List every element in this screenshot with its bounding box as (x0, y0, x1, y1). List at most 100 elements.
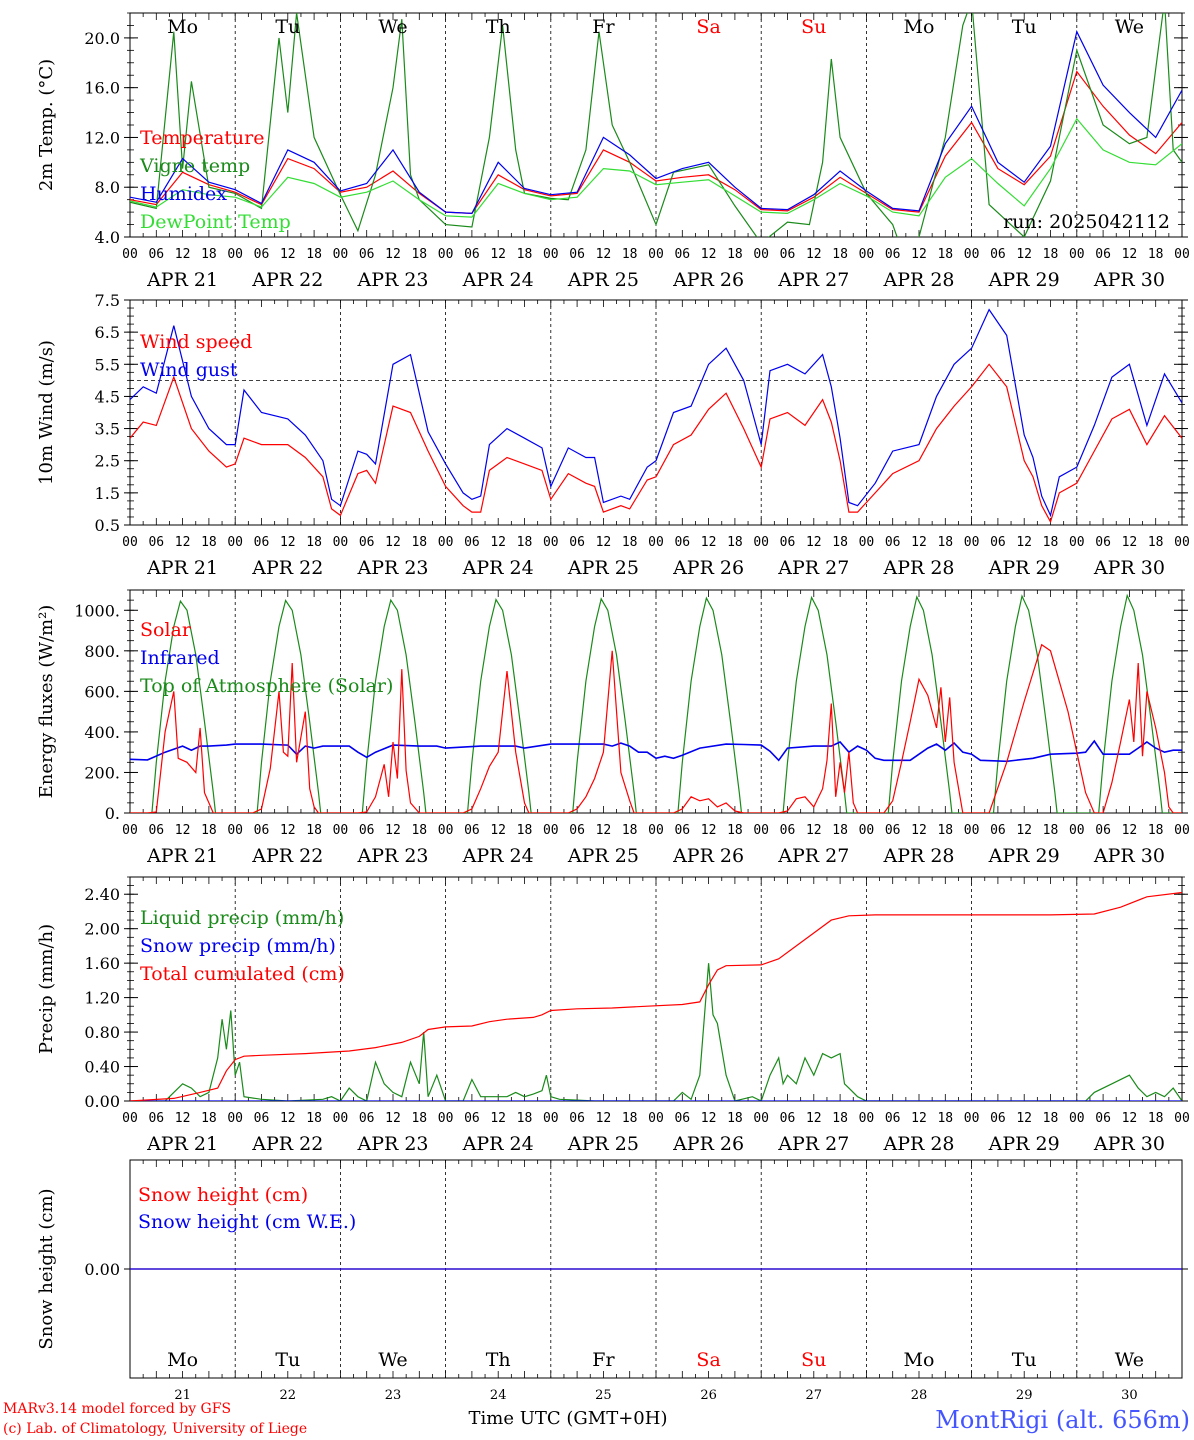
hour-tick-label: 12 (806, 1111, 822, 1126)
hour-tick-label: 06 (1095, 823, 1111, 838)
hour-tick-label: 00 (1069, 823, 1085, 838)
hour-tick-label: 06 (780, 247, 796, 262)
y-tick-label: 0.00 (84, 1260, 120, 1279)
hour-tick-label: 00 (333, 535, 349, 550)
meteogram-panels: 4.0 8.0 12.0 16.0 20.0 2m Temp. (°C) Temperatu… (36, 12, 1190, 1403)
hour-tick-label: 06 (990, 823, 1006, 838)
weekday-label-bottom: Su (801, 1349, 826, 1371)
hour-tick-label: 06 (990, 535, 1006, 550)
date-label: APR 21 (146, 269, 218, 291)
hour-tick-label: 12 (175, 823, 191, 838)
panel-4: 0.00 0.40 0.80 1.20 1.60 2.00 2.40 Precip (mm/h… (36, 876, 1190, 1155)
y-axis-title: 10m Wind (m/s) (36, 340, 57, 485)
hour-tick-label: 12 (701, 247, 717, 262)
date-label: APR 30 (1093, 269, 1165, 291)
hour-tick-label: 00 (1069, 535, 1085, 550)
y-axis-title: 2m Temp. (°C) (36, 59, 57, 191)
hour-tick-label: 00 (753, 823, 769, 838)
legend-entry: Infrared (140, 647, 220, 669)
legend-entry: Humidex (140, 183, 227, 205)
y-tick-label: 16.0 (84, 79, 120, 98)
hour-tick-label: 00 (648, 535, 664, 550)
y-tick-label: 5.5 (95, 355, 120, 374)
legend-entry: Top of Atmosphere (Solar) (140, 675, 393, 697)
series-line-humidex (130, 29, 1182, 215)
hour-tick-label: 06 (780, 1111, 796, 1126)
hour-tick-label: 06 (359, 1111, 375, 1126)
hour-tick-label: 18 (411, 1111, 427, 1126)
weekday-label-bottom: Mo (167, 1349, 198, 1371)
date-label: APR 29 (988, 557, 1060, 579)
hour-tick-label: 12 (280, 1111, 296, 1126)
panel-3: 0. 200. 400. 600. 800. 1000. Energy fluxes (W/… (36, 589, 1190, 867)
hour-tick-label: 18 (727, 1111, 743, 1126)
hour-tick-label: 00 (964, 535, 980, 550)
y-tick-label: 4.5 (95, 387, 120, 406)
hour-tick-label: 00 (859, 535, 875, 550)
hour-tick-label: 06 (254, 535, 270, 550)
y-tick-label: 6.5 (95, 323, 120, 342)
panel-frame (129, 12, 1183, 238)
hour-tick-label: 18 (1043, 535, 1059, 550)
date-label: APR 28 (882, 557, 954, 579)
hour-tick-label: 12 (1122, 535, 1138, 550)
date-label: APR 23 (356, 845, 428, 867)
hour-tick-label: 06 (148, 247, 164, 262)
hour-tick-label: 12 (806, 247, 822, 262)
y-tick-label: 0.40 (84, 1058, 120, 1077)
legend-entry: DewPoint Temp (140, 211, 291, 233)
hour-tick-label: 18 (517, 1111, 533, 1126)
model-credit: MARv3.14 model forced by GFS (3, 1401, 231, 1417)
hour-tick-label: 12 (911, 823, 927, 838)
hour-tick-label: 00 (859, 1111, 875, 1126)
hour-tick-label: 06 (359, 247, 375, 262)
hour-tick-label: 00 (333, 823, 349, 838)
date-label: APR 25 (567, 1133, 639, 1155)
legend-entry: Wind gust (140, 359, 238, 381)
hour-tick-label: 12 (911, 535, 927, 550)
copyright: (c) Lab. of Climatology, University of L… (3, 1421, 307, 1437)
date-label: APR 21 (146, 1133, 218, 1155)
hour-tick-label: 18 (201, 247, 217, 262)
hour-tick-label: 18 (622, 247, 638, 262)
date-label: APR 30 (1093, 845, 1165, 867)
footer: MARv3.14 model forced by GFS (c) Lab. of… (3, 1401, 1190, 1437)
hour-tick-label: 12 (1016, 535, 1032, 550)
y-tick-label: 0.00 (84, 1092, 120, 1111)
y-tick-label: 800. (84, 642, 120, 661)
weekday-label-top: Mo (167, 16, 198, 38)
hour-tick-label: 00 (1174, 823, 1190, 838)
hour-tick-label: 00 (648, 823, 664, 838)
hour-tick-label: 12 (385, 1111, 401, 1126)
weekday-label-top: Su (801, 16, 826, 38)
hour-tick-label: 18 (411, 535, 427, 550)
hour-tick-label: 18 (517, 247, 533, 262)
hour-tick-label: 00 (648, 1111, 664, 1126)
date-label: APR 22 (251, 1133, 323, 1155)
series-line-solar (130, 643, 1182, 813)
y-tick-label: 400. (84, 723, 120, 742)
y-tick-label: 1.5 (95, 484, 120, 503)
legend-entry: Snow height (cm W.E.) (138, 1211, 356, 1233)
weekday-label-bottom: We (1115, 1349, 1144, 1371)
date-label: APR 23 (356, 1133, 428, 1155)
y-tick-label: 2.40 (84, 885, 120, 904)
date-label: APR 29 (988, 845, 1060, 867)
hour-tick-label: 00 (122, 823, 138, 838)
hour-tick-label: 00 (859, 247, 875, 262)
day-number-label: 30 (1121, 1388, 1138, 1403)
hour-tick-label: 06 (254, 247, 270, 262)
hour-tick-label: 12 (1016, 247, 1032, 262)
hour-tick-label: 12 (385, 247, 401, 262)
hour-tick-label: 06 (254, 823, 270, 838)
hour-tick-label: 12 (596, 535, 612, 550)
day-number-label: 24 (490, 1388, 507, 1403)
date-label: APR 22 (251, 269, 323, 291)
hour-tick-label: 06 (674, 535, 690, 550)
series-line-dewpoint-temp (130, 117, 1182, 218)
date-label: APR 28 (882, 1133, 954, 1155)
hour-tick-label: 12 (701, 1111, 717, 1126)
date-label: APR 21 (146, 557, 218, 579)
hour-tick-label: 18 (727, 247, 743, 262)
hour-tick-label: 18 (832, 247, 848, 262)
